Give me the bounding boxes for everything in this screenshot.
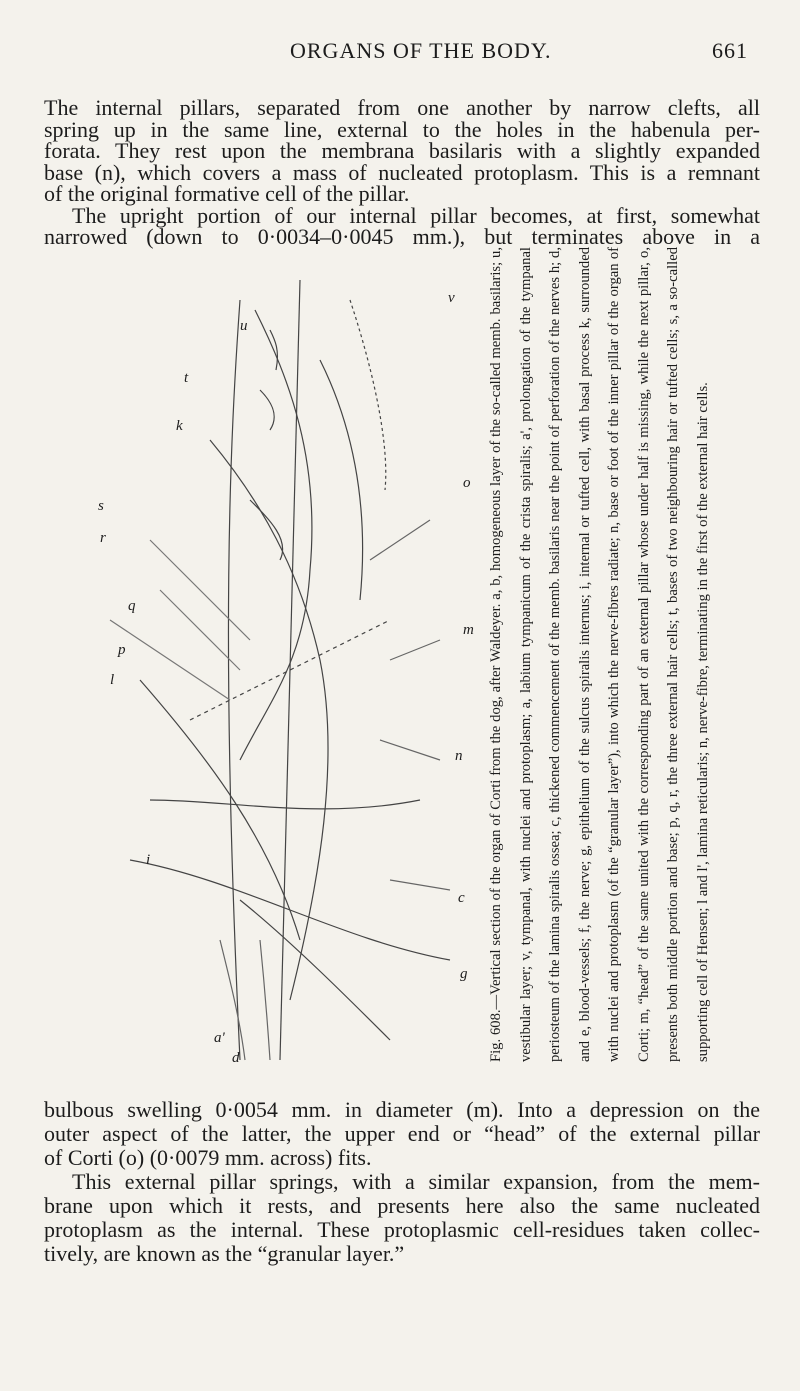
figure-label: n [455,748,463,764]
figure-label: s [98,498,104,514]
text-line: of the original formative cell of the pi… [44,181,410,206]
text-line: The upright portion of our internal pill… [72,202,760,228]
figure-label: p [118,642,126,658]
page-number: 661 [712,38,748,63]
figure-label: l [110,672,115,688]
text-line: narrowed (down to 0·0034–0·0045 mm.), bu… [44,224,760,249]
figure-label: k [176,418,183,434]
figure-label: d [232,1050,240,1066]
text-line: tively, are known as the “granular layer… [44,1241,405,1266]
text-line: This external pillar springs, with a sim… [72,1169,760,1194]
figure-label: i [146,852,151,868]
figure-label: m [463,622,474,638]
figure-label: u [240,318,248,334]
figure-label: g [460,966,468,982]
text-line: The internal pillars, separated from one… [44,95,760,120]
figure-label: q [128,598,136,614]
text-line: protoplasm as the internal. These protop… [44,1217,760,1242]
running-head: ORGANS OF THE BODY. [290,38,552,63]
figure-label: c [458,890,465,906]
text-line: forata. They rest upon the membrana basi… [44,138,760,163]
text-line: base (n), which covers a mass of nucleat… [44,159,760,185]
figure-caption: Fig. 608.—Vertical section of the organ … [488,247,711,1062]
figure-label: t [184,370,189,386]
illustration [109,279,451,1061]
figure-label: o [463,475,471,491]
text-line: of Corti (o) (0·0079 mm. across) fits. [44,1145,372,1170]
text-line: brane upon which it rests, and presents … [44,1193,760,1218]
text-line: spring up in the same line, external to … [44,116,760,142]
figure-label: a' [214,1030,225,1046]
figure-label: v [448,290,455,306]
text-line: bulbous swelling 0·0054 mm. in diameter … [44,1097,760,1122]
figure-label: r [100,530,106,546]
text-line: outer aspect of the latter, the upper en… [44,1121,760,1146]
